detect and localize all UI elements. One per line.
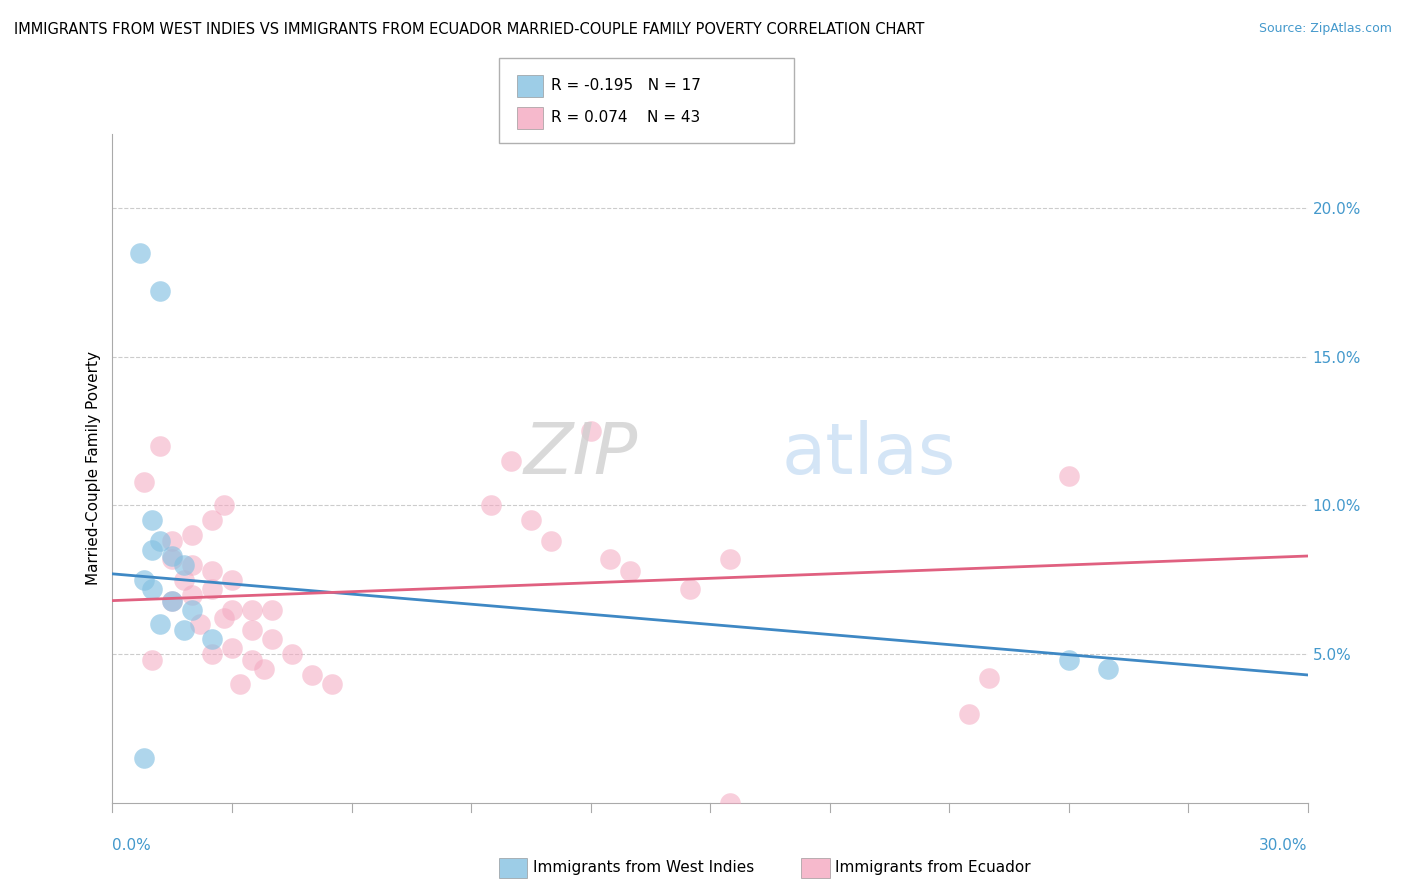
Text: R = -0.195   N = 17: R = -0.195 N = 17 [551,78,702,93]
Point [162,552,183,566]
Text: Source: ZipAtlas.com: Source: ZipAtlas.com [1258,22,1392,36]
Point [212,499,235,513]
Point [977,671,1000,685]
Point [201,632,224,647]
Point [134,573,156,587]
Point [134,475,156,489]
Point [579,424,602,438]
Point [141,543,163,558]
Text: IMMIGRANTS FROM WEST INDIES VS IMMIGRANTS FROM ECUADOR MARRIED-COUPLE FAMILY POV: IMMIGRANTS FROM WEST INDIES VS IMMIGRANT… [14,22,924,37]
Text: ZIP: ZIP [524,420,638,490]
Text: Immigrants from West Indies: Immigrants from West Indies [533,860,754,874]
Text: 0.0%: 0.0% [112,838,152,854]
Point [181,558,204,572]
Point [149,534,172,549]
Point [260,632,283,647]
Point [499,454,522,468]
Point [149,617,172,632]
Point [718,552,741,566]
Point [162,534,183,549]
Text: atlas: atlas [782,420,956,490]
Point [162,593,183,607]
Point [201,513,224,527]
Point [540,534,562,549]
Point [229,677,252,691]
Point [240,602,263,616]
Point [162,549,183,563]
Text: R = 0.074    N = 43: R = 0.074 N = 43 [551,111,700,125]
Point [1057,468,1080,483]
Text: Immigrants from Ecuador: Immigrants from Ecuador [835,860,1031,874]
Point [188,617,211,632]
Point [141,582,163,596]
Point [129,245,152,260]
Point [520,513,543,527]
Point [221,602,243,616]
Point [141,513,163,527]
Point [212,611,235,625]
Point [718,796,741,810]
Point [301,668,323,682]
Point [173,558,195,572]
Point [599,552,621,566]
Point [173,573,195,587]
Point [479,499,502,513]
Point [240,624,263,638]
Point [321,677,343,691]
Point [134,751,156,765]
Point [1097,662,1119,676]
Y-axis label: Married-Couple Family Poverty: Married-Couple Family Poverty [86,351,101,585]
Point [181,602,204,616]
Point [260,602,283,616]
Point [201,647,224,661]
Point [149,285,172,299]
Point [679,582,702,596]
Point [221,573,243,587]
Point [619,564,641,578]
Text: 30.0%: 30.0% [1260,838,1308,854]
Point [181,528,204,542]
Point [162,593,183,607]
Point [253,662,276,676]
Point [957,706,980,721]
Point [149,439,172,453]
Point [281,647,304,661]
Point [141,653,163,667]
Point [181,588,204,602]
Point [1057,653,1080,667]
Point [240,653,263,667]
Point [221,641,243,656]
Point [201,564,224,578]
Point [201,582,224,596]
Point [173,624,195,638]
